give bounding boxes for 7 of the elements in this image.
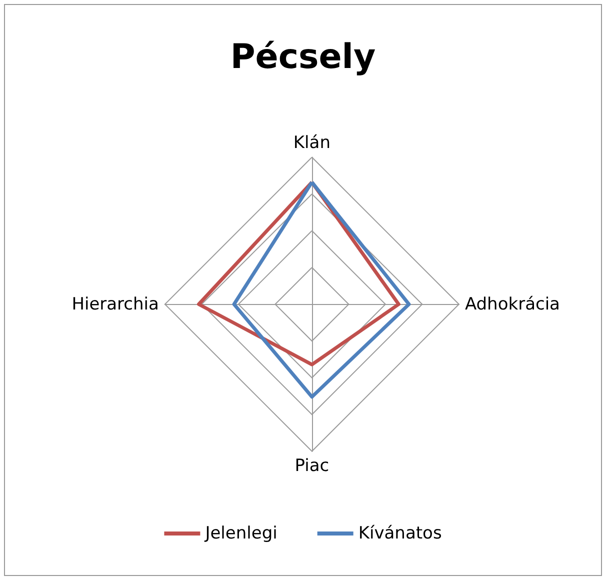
legend-label: Jelenlegi bbox=[204, 524, 278, 544]
spoke-label: Klán bbox=[293, 132, 330, 153]
spoke-label: Adhokrácia bbox=[464, 294, 560, 314]
spoke-label: Hierarchia bbox=[72, 294, 159, 314]
spoke-label: Piac bbox=[294, 456, 330, 476]
chart-title: Pécsely bbox=[230, 37, 376, 77]
legend-label: Kívánatos bbox=[358, 524, 442, 544]
